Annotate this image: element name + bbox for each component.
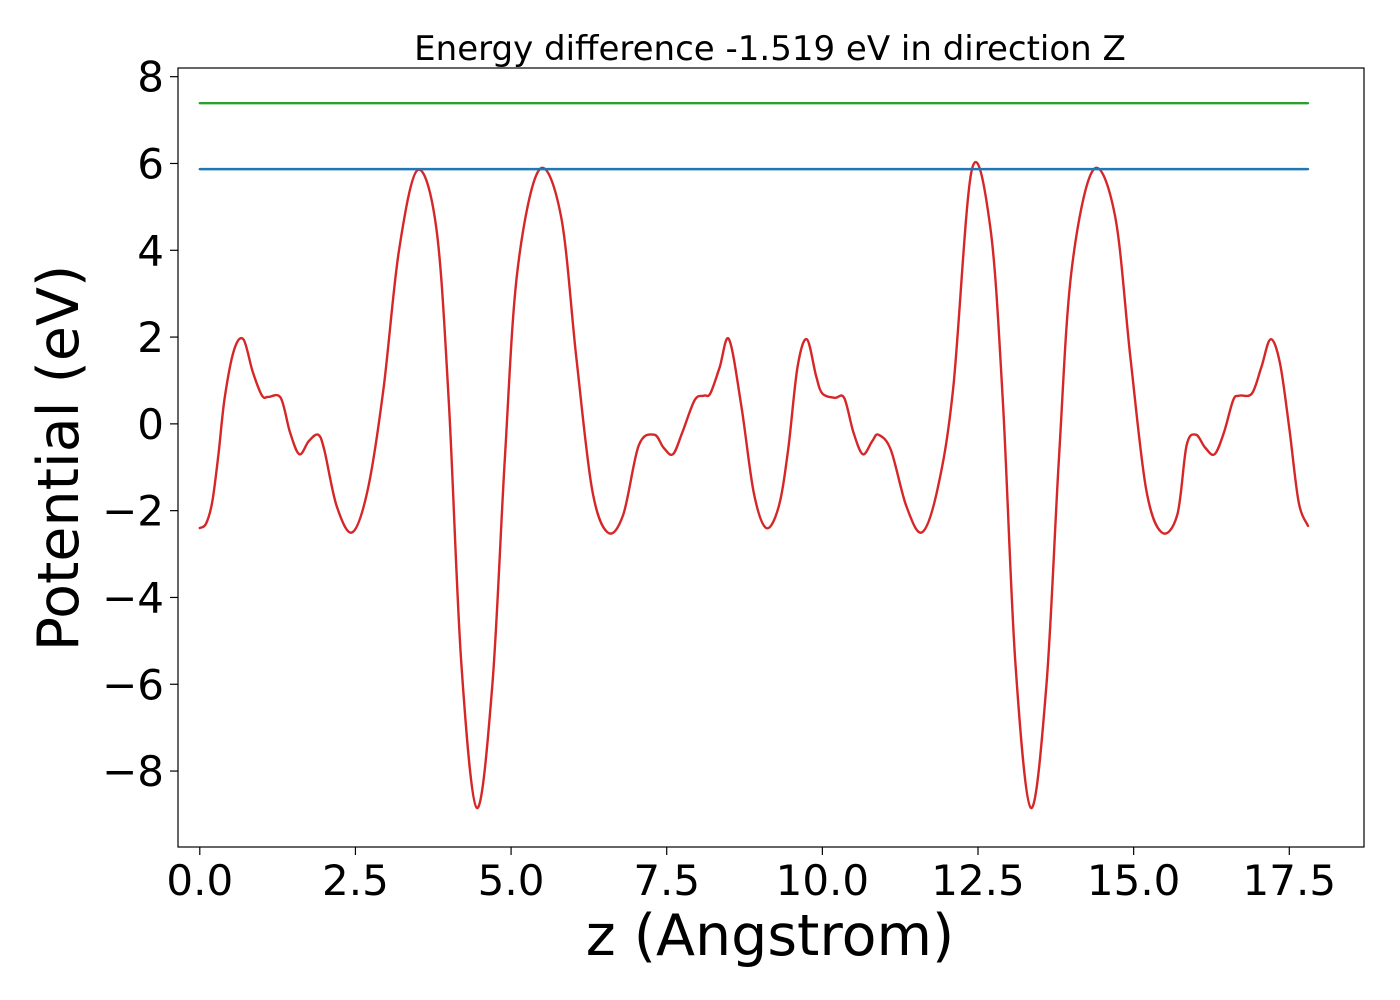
x-tick-label: 12.5	[931, 856, 1025, 905]
y-axis-label: Potential (eV)	[26, 265, 92, 651]
y-ticks: −8 −6 −4 −2 0 2 4 6 8	[102, 53, 178, 796]
x-tick-label: 7.5	[633, 856, 700, 905]
y-tick-label: 8	[137, 53, 164, 102]
x-tick-label: 5.0	[478, 856, 545, 905]
x-tick-label: 15.0	[1087, 856, 1181, 905]
x-axis-label: z (Angstrom)	[586, 903, 954, 969]
y-tick-label: 6	[137, 139, 164, 188]
x-ticks: 0.0 2.5 5.0 7.5 10.0 12.5 15.0 17.5	[166, 847, 1336, 905]
y-tick-label: 2	[137, 313, 164, 362]
x-tick-label: 10.0	[776, 856, 870, 905]
axes-frame	[177, 67, 1365, 848]
chart-title: Energy difference -1.519 eV in direction…	[414, 29, 1126, 69]
y-tick-label: 4	[137, 226, 164, 275]
y-tick-label: 0	[137, 400, 164, 449]
y-tick-label: −2	[102, 487, 164, 536]
y-tick-label: −4	[102, 573, 164, 622]
x-tick-label: 2.5	[322, 856, 389, 905]
y-tick-label: −8	[102, 747, 164, 796]
x-tick-label: 17.5	[1243, 856, 1337, 905]
x-tick-label: 0.0	[166, 856, 233, 905]
plot-area	[198, 101, 1310, 810]
series-line-1	[198, 160, 1310, 810]
y-tick-label: −6	[102, 660, 164, 709]
